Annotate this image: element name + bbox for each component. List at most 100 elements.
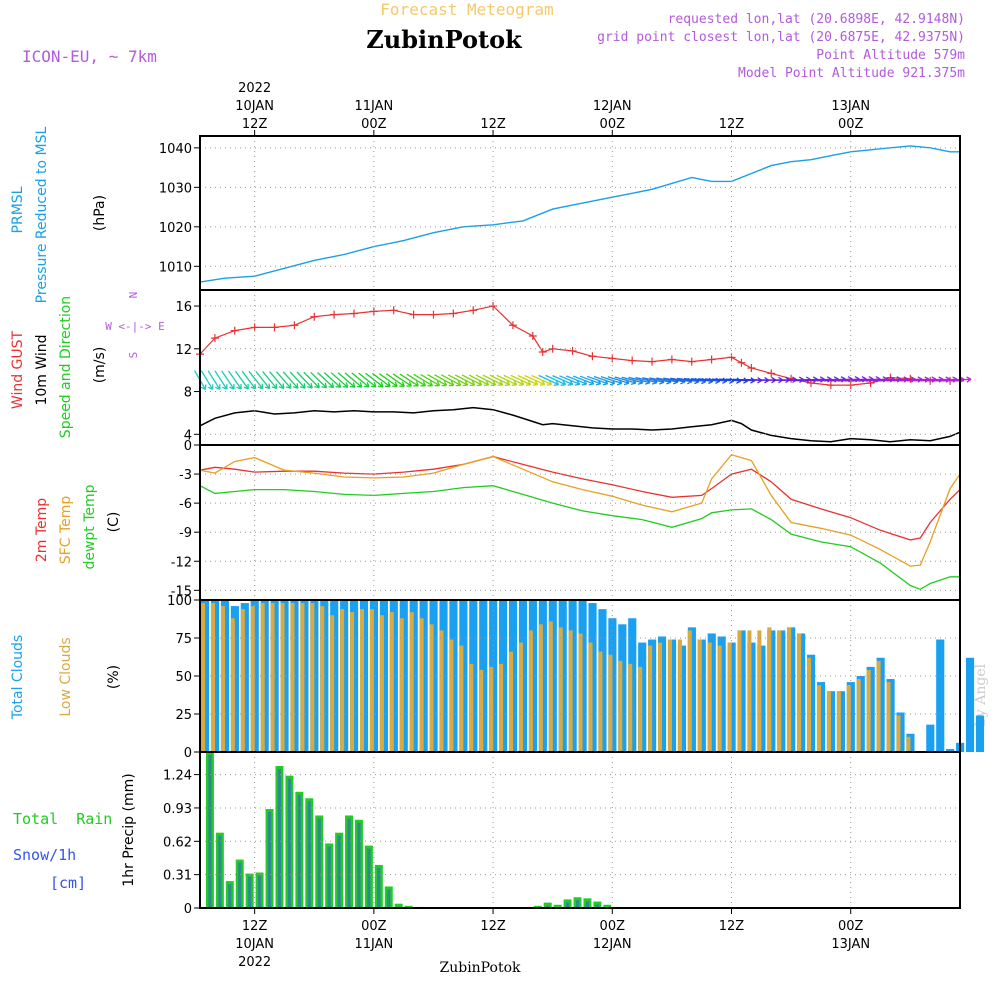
rain-bar-core: [297, 794, 301, 908]
low-cloud-bar: [489, 666, 494, 752]
rain-bar-core: [267, 812, 272, 908]
total-cloud-bar: [598, 609, 607, 752]
gust-marker: [210, 334, 219, 343]
wind-arrow: [228, 370, 242, 390]
clouds-unit: (%): [106, 665, 122, 689]
wind-arrow: [330, 372, 349, 388]
low-cloud-bar: [667, 639, 673, 752]
gust-marker: [538, 348, 547, 356]
total-cloud-bar: [767, 630, 776, 752]
low-cloud-bar: [558, 627, 563, 752]
wind-arrow: [262, 371, 278, 390]
y-tick-label: 1.24: [163, 769, 192, 784]
precip-axis-title: 1hr Precip (mm): [121, 773, 137, 886]
x-tick-label-top: 10JAN: [235, 99, 274, 114]
y-tick-label: 0.93: [163, 802, 192, 817]
wind-arrow: [385, 373, 405, 387]
y-tick-label: 0: [184, 439, 192, 454]
low-cloud-bar: [876, 660, 881, 752]
low-cloud-bar: [866, 669, 871, 752]
low-cloud-bar: [737, 630, 742, 752]
x-tick-label-top: 12Z: [719, 117, 745, 132]
low-cloud-bar: [220, 606, 225, 752]
rain-bar-core: [387, 889, 391, 908]
gust-marker: [707, 355, 716, 364]
y-tick-label: -3: [179, 468, 192, 483]
x-tick-label-top: 12JAN: [593, 99, 632, 114]
y-tick-label: 75: [175, 632, 192, 647]
low-cloud-bar: [300, 603, 305, 752]
y-tick-label: -12: [171, 555, 192, 570]
rain-bar-core: [337, 835, 341, 908]
wind-panel-labels: Wind GUST 10m Wind Speed and Direction (…: [10, 292, 165, 439]
total-clouds-label: Total Clouds: [10, 635, 26, 720]
low-cloud-bar: [618, 660, 623, 752]
low-cloud-bar: [638, 666, 643, 752]
low-cloud-bar: [548, 621, 553, 752]
x-tick-label-top: 13JAN: [831, 99, 870, 114]
y-tick-label: -15: [171, 584, 192, 599]
low-cloud-bar: [310, 603, 315, 752]
low-cloud-bar: [389, 612, 394, 752]
wind-arrow: [344, 372, 363, 388]
y-tick-label: 0.31: [163, 869, 192, 884]
snow-label: Snow/1h: [13, 846, 76, 864]
x-tick-label-bottom: 12Z: [480, 919, 506, 934]
sfc-temp-line: [199, 453, 961, 567]
low-cloud-bar: [787, 627, 792, 752]
rain-bar-core: [218, 835, 222, 908]
y-tick-label: 1030: [159, 181, 192, 196]
total-cloud-bar: [965, 657, 975, 752]
total-cloud-bar: [687, 627, 696, 752]
panel-frame: [199, 135, 961, 291]
low-cloud-bar: [757, 630, 762, 752]
temp-panel-labels: 2m Temp SFC Temp dewpt Temp (C): [34, 484, 122, 569]
wind-arrow: [447, 374, 469, 387]
rain-bar-core: [377, 867, 381, 908]
rain-bar-core: [327, 846, 331, 908]
low-cloud-bar: [677, 639, 682, 752]
low-cloud-bar: [210, 603, 216, 752]
rain-bar-core: [277, 768, 282, 908]
low-cloud-bar: [240, 609, 245, 752]
wind-arrow: [200, 370, 214, 390]
low-cloud-bar: [538, 624, 543, 752]
low-cloud-bar: [439, 630, 444, 752]
total-cloud-bar: [946, 748, 955, 752]
gust-marker: [369, 307, 378, 316]
snow-unit: [cm]: [50, 874, 86, 892]
plot-layer: [193, 145, 985, 908]
x-tick-label-bottom: 00Z: [361, 919, 387, 934]
x-tick-label-top: 00Z: [600, 117, 626, 132]
low-cloud-bar: [608, 654, 613, 752]
x-tick-label-bottom: 2022: [238, 955, 271, 970]
wind-arrow: [289, 371, 306, 389]
rain-bar-core: [367, 848, 371, 908]
low-cloud-bar: [797, 633, 802, 752]
requested-coords: requested lon,lat (20.6898E, 42.9148N): [668, 12, 965, 27]
low-cloud-bar: [707, 642, 712, 752]
rain-bar-core: [238, 862, 242, 908]
low-cloud-bar: [270, 603, 275, 752]
t2m-label: 2m Temp: [34, 498, 50, 562]
rain-bar: [543, 902, 552, 908]
low-cloud-bar: [856, 679, 861, 752]
pressure-line: [199, 145, 960, 283]
total-cloud-bar: [618, 624, 627, 752]
wind-arrow: [351, 372, 370, 388]
low-cloud-bar: [588, 642, 593, 752]
low-cloud-bar: [479, 669, 484, 752]
x-tick-label-bottom: 13JAN: [831, 937, 870, 952]
gust-marker: [429, 310, 438, 319]
low-cloud-bar: [419, 618, 424, 752]
wind-arrow: [207, 370, 221, 390]
gust-marker: [767, 369, 776, 378]
sfc-label: SFC Temp: [58, 496, 74, 565]
x-tick-label-top: 11JAN: [354, 99, 393, 114]
gust-marker: [588, 352, 597, 361]
rain-bar-core: [287, 778, 292, 908]
model-name: ICON-EU, ~ 7km: [22, 47, 157, 66]
total-cloud-bar: [717, 636, 726, 752]
total-cloud-bar: [578, 600, 587, 752]
